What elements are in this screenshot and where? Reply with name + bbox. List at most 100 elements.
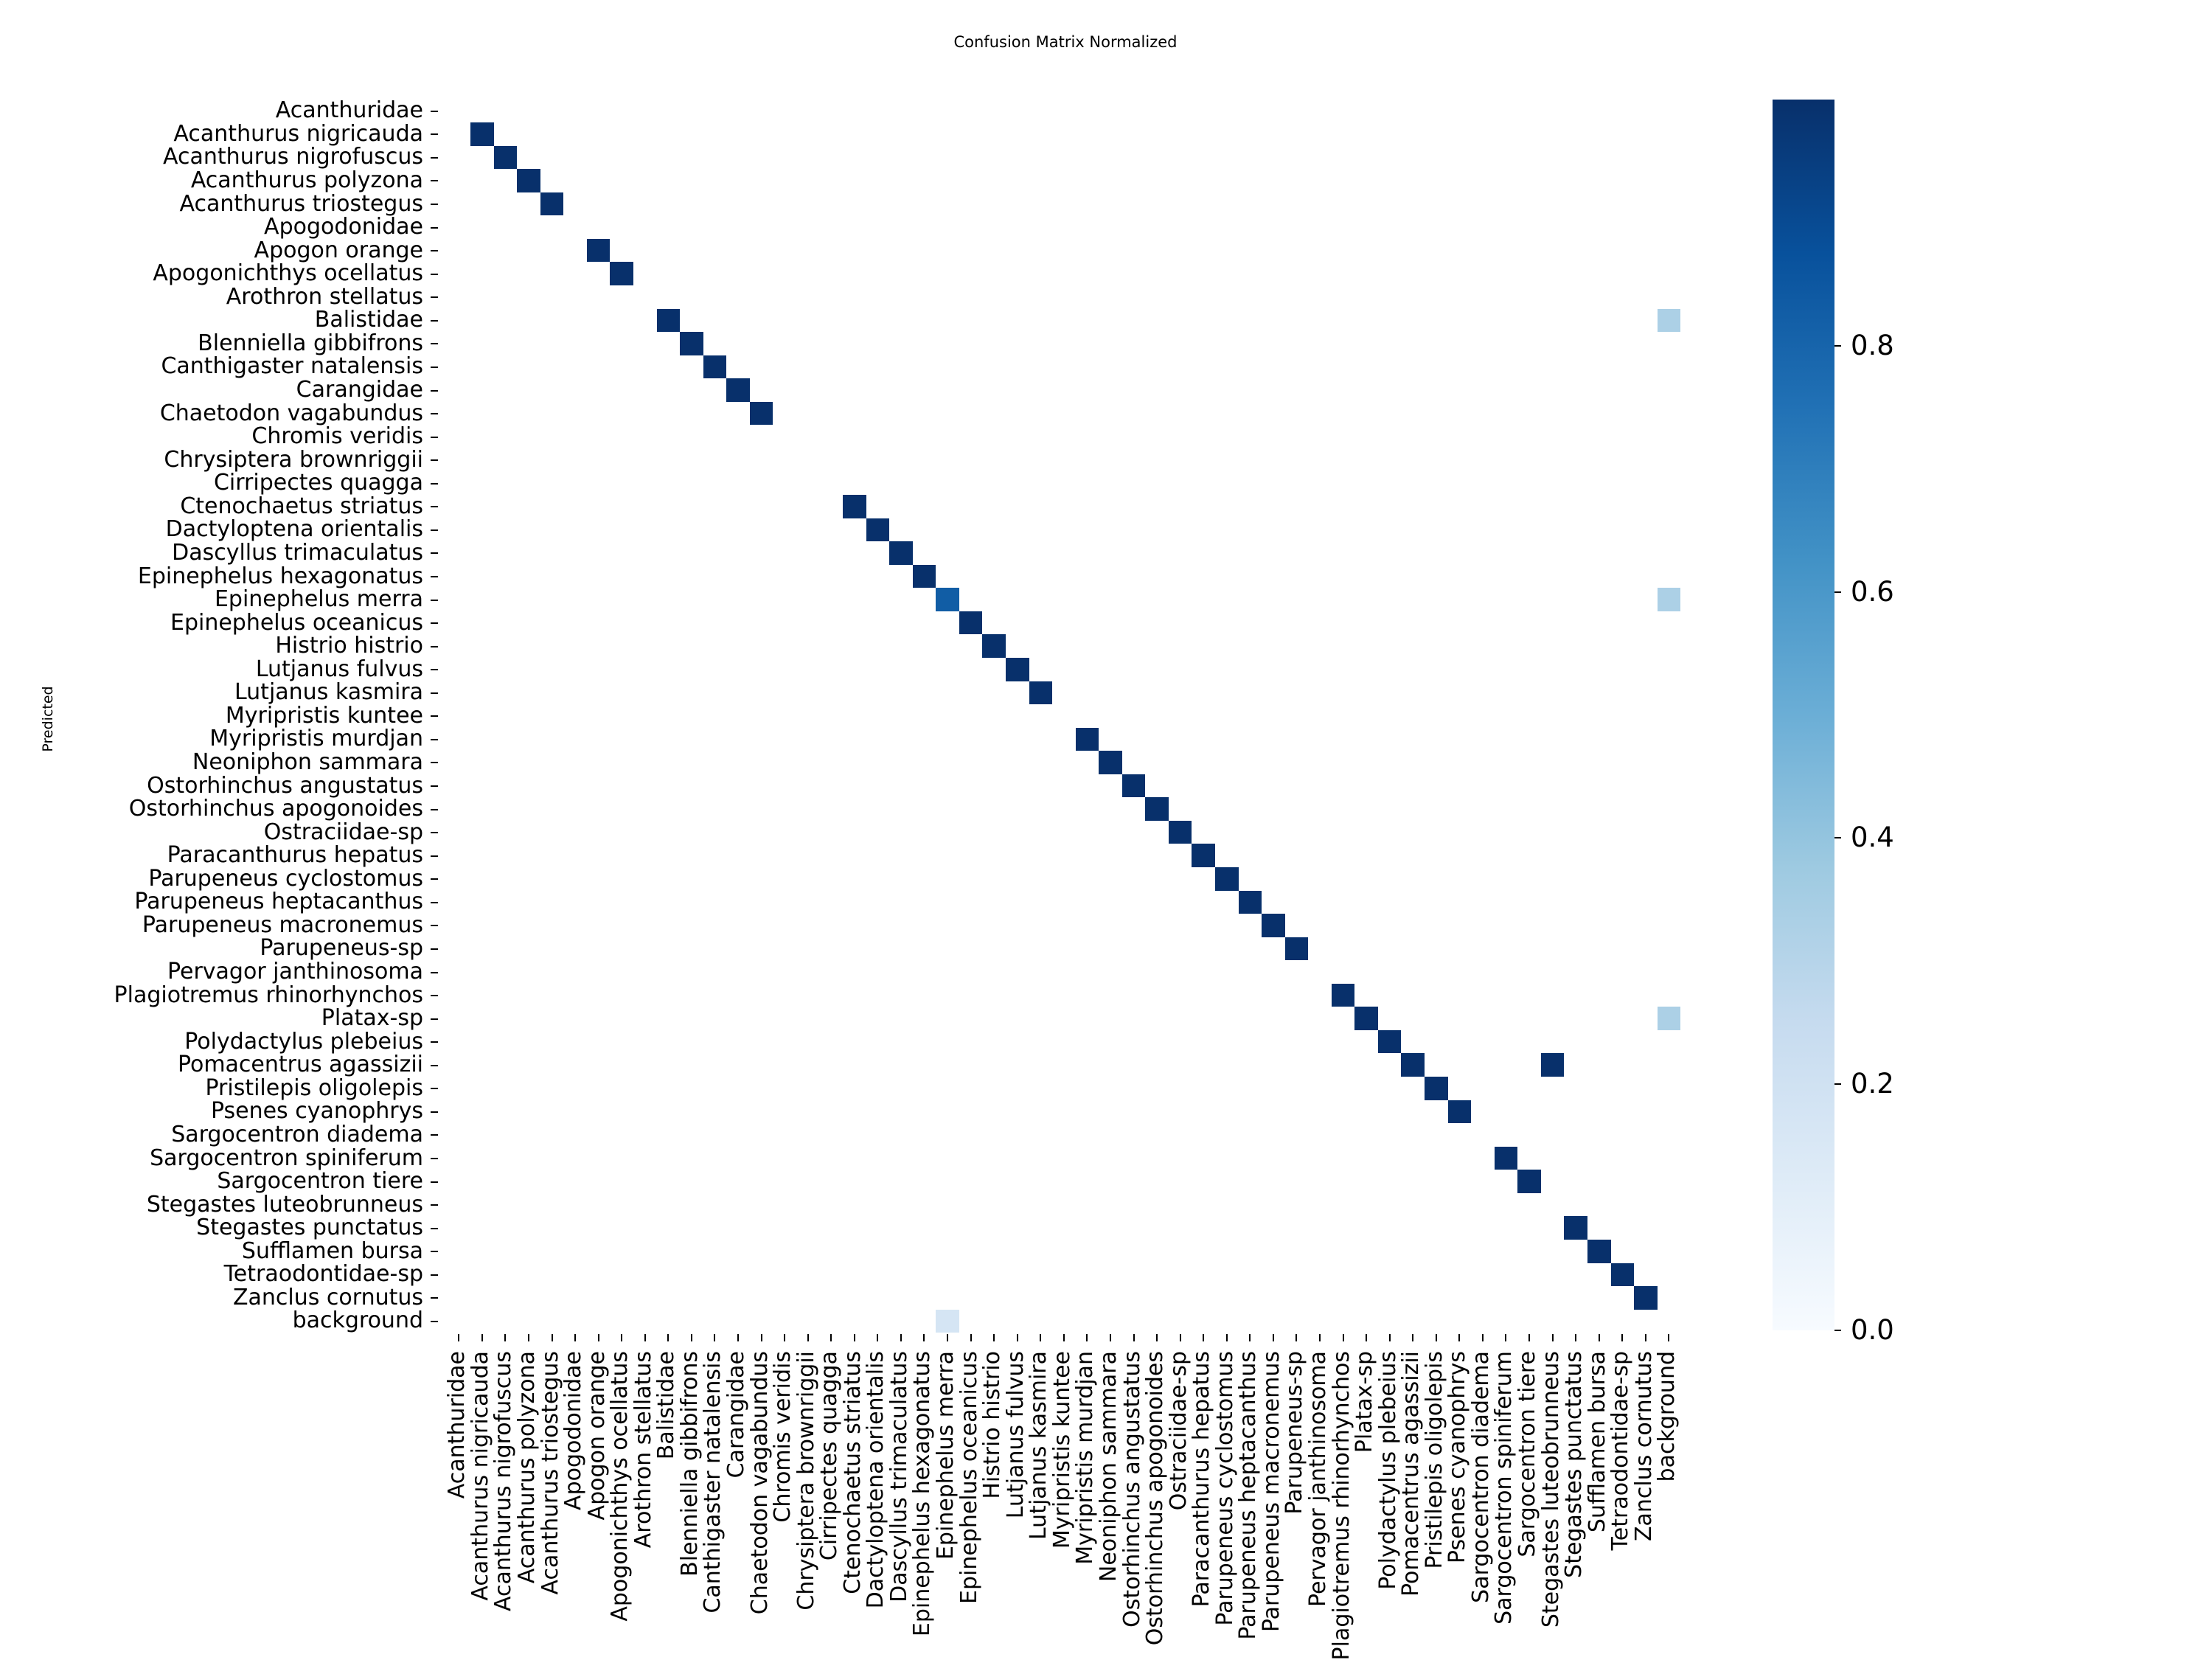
x-tick-mark [1575, 1334, 1577, 1341]
x-tick-label: Acanthurus nigricauda [467, 1351, 493, 1601]
y-tick-label: Platax-sp [321, 1007, 438, 1030]
x-tick-mark [853, 1334, 855, 1341]
y-tick-label: Neoniphon sammara [192, 750, 438, 774]
heatmap-cell [1005, 657, 1029, 681]
y-tick-label: Histrio histrio [275, 634, 438, 658]
x-tick-mark [1040, 1334, 1042, 1341]
x-tick-label: Tetraodontidae-sp [1607, 1351, 1634, 1551]
x-tick-mark [947, 1334, 949, 1341]
x-tick-label: Acanthurus triostegus [537, 1351, 563, 1595]
x-tick-mark [970, 1334, 972, 1341]
x-tick-mark [1458, 1334, 1461, 1341]
x-tick-mark [1133, 1334, 1135, 1341]
y-tick-mark [431, 319, 438, 322]
x-tick-mark [1319, 1334, 1321, 1341]
x-tick-label: Paracanthurus hepatus [1189, 1351, 1215, 1608]
y-tick-label: Tetraodontidae-sp [224, 1263, 438, 1286]
x-tick-mark [1621, 1334, 1624, 1341]
heatmap-cell [1540, 1053, 1565, 1077]
y-tick-mark [431, 529, 438, 531]
x-tick-mark [1109, 1334, 1111, 1341]
y-tick-mark [431, 762, 438, 764]
x-tick-mark [458, 1334, 460, 1341]
heatmap-cell [749, 401, 773, 426]
x-tick-label: Platax-sp [1352, 1351, 1378, 1454]
y-tick-label: Stegastes punctatus [196, 1216, 438, 1240]
x-tick-label: Acanthurus nigrofuscus [490, 1351, 517, 1611]
x-tick-mark [807, 1334, 809, 1341]
x-tick-label: Canthigaster natalensis [700, 1351, 726, 1614]
x-tick-mark [667, 1334, 669, 1341]
x-tick-mark [1481, 1334, 1484, 1341]
x-tick-label: Epinephelus hexagonatus [909, 1351, 936, 1637]
x-tick-label: Apogon orange [583, 1351, 610, 1521]
y-tick-label: Paracanthurus hepatus [167, 844, 438, 867]
x-tick-mark [1551, 1334, 1554, 1341]
y-tick-mark [431, 1064, 438, 1066]
x-tick-mark [1505, 1334, 1507, 1341]
x-tick-mark [574, 1334, 577, 1341]
heatmap-cell [1145, 797, 1169, 821]
heatmap-cell [1657, 1007, 1681, 1030]
y-tick-label: Chromis veridis [251, 425, 438, 448]
y-tick-label: Stegastes luteobrunneus [147, 1192, 438, 1217]
x-tick-label: Dascyllus trimaculatus [886, 1351, 912, 1602]
x-tick-label: Ostraciidae-sp [1165, 1351, 1192, 1511]
x-tick-mark [923, 1334, 925, 1341]
y-tick-mark [431, 389, 438, 392]
y-tick-mark [431, 1227, 438, 1229]
heatmap-cell [1564, 1216, 1587, 1240]
x-tick-mark [1598, 1334, 1600, 1341]
x-tick-mark [1179, 1334, 1181, 1341]
heatmap-cell [680, 332, 703, 355]
heatmap-cell [1354, 1007, 1378, 1030]
y-tick-label: Chaetodon vagabundus [160, 401, 438, 426]
x-tick-label: Apogodonidae [560, 1351, 587, 1510]
x-tick-label: Stegastes luteobrunneus [1537, 1351, 1564, 1628]
x-tick-mark [1412, 1334, 1414, 1341]
x-tick-label: Ostorhinchus angustatus [1119, 1351, 1145, 1628]
x-tick-mark [1225, 1334, 1228, 1341]
y-tick-mark [431, 1088, 438, 1090]
y-tick-label: Pervagor janthinosoma [167, 960, 438, 984]
y-tick-mark [431, 878, 438, 881]
y-tick-mark [431, 1111, 438, 1113]
colorbar-tick-label: 0.0 [1851, 1314, 1894, 1346]
y-tick-label: Epinephelus merra [215, 588, 438, 611]
x-tick-label: Polydactylus plebeius [1374, 1351, 1401, 1590]
y-tick-mark [431, 413, 438, 415]
heatmap-cell [866, 518, 890, 542]
x-tick-mark [527, 1334, 529, 1341]
heatmap-cell [936, 1309, 959, 1333]
heatmap-cell [1377, 1029, 1402, 1054]
y-tick-mark [431, 1181, 438, 1183]
y-tick-mark [431, 832, 438, 834]
x-tick-label: Parupeneus-sp [1281, 1351, 1308, 1515]
y-tick-label: Parupeneus macronemus [142, 913, 438, 937]
x-tick-label: Neoniphon sammara [1095, 1351, 1121, 1583]
x-tick-label: Sargocentron spiniferum [1491, 1351, 1517, 1625]
x-tick-label: Carangidae [723, 1351, 749, 1479]
y-tick-mark [431, 366, 438, 368]
y-tick-label: Balistidae [315, 308, 438, 332]
y-tick-mark [431, 482, 438, 485]
x-tick-label: Dactyloptena orientalis [863, 1351, 889, 1609]
heatmap-cell [610, 262, 633, 285]
chart-title: Confusion Matrix Normalized [953, 33, 1178, 51]
colorbar-tick-mark [1834, 344, 1841, 347]
x-tick-label: Histrio histrio [979, 1351, 1006, 1499]
y-tick-label: Acanthurus triostegus [179, 192, 438, 216]
y-tick-mark [431, 133, 438, 136]
x-tick-label: Sufflamen bursa [1584, 1351, 1610, 1533]
x-tick-mark [597, 1334, 599, 1341]
heatmap-cell [1331, 983, 1355, 1007]
y-tick-mark [431, 645, 438, 647]
y-tick-label: Dactyloptena orientalis [166, 518, 438, 541]
y-tick-label: Lutjanus kasmira [234, 681, 438, 704]
x-tick-mark [830, 1334, 832, 1341]
y-tick-label: Carangidae [296, 378, 438, 402]
heatmap-cell [586, 238, 611, 263]
y-tick-mark [431, 715, 438, 718]
x-tick-mark [737, 1334, 739, 1341]
y-tick-label: Acanthuridae [276, 99, 438, 122]
